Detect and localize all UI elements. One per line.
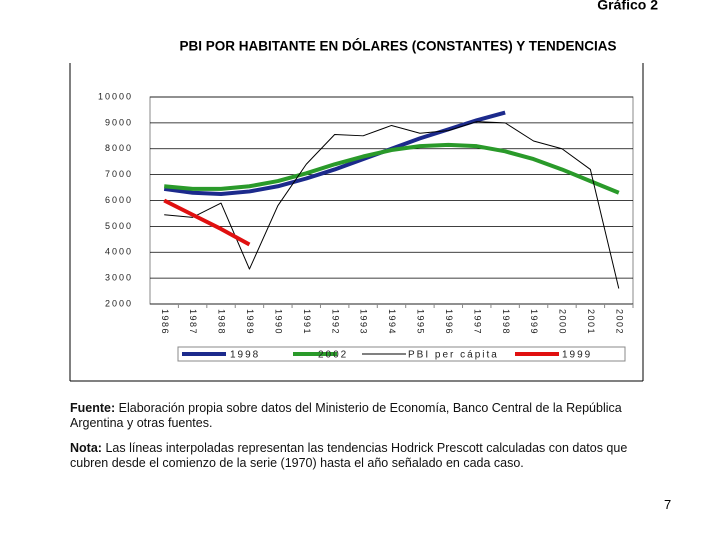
x-tick-label: 1987 (188, 309, 198, 335)
legend-label: 1998 (230, 350, 260, 361)
source-note: Fuente: Elaboración propia sobre datos d… (70, 401, 630, 431)
x-tick-label: 2001 (586, 309, 596, 335)
page-number: 7 (664, 497, 672, 512)
source-text: Elaboración propia sobre datos del Minis… (70, 401, 622, 430)
y-tick-label: 6000 (105, 195, 133, 205)
series-line (163, 110, 506, 197)
x-tick-label: 1992 (330, 309, 340, 335)
chart-label: Gráfico 2 (597, 0, 658, 13)
note-text: Las líneas interpoladas representan las … (70, 441, 628, 470)
x-tick-label: 2002 (614, 309, 624, 335)
y-tick-label: 10000 (98, 91, 133, 101)
series-line (164, 121, 620, 289)
chart: Gráfico 2 PBI POR HABITANTE EN DÓLARES (… (69, 0, 658, 382)
series-line (163, 198, 251, 247)
x-tick-label: 1997 (472, 309, 482, 335)
x-tick-label: 1994 (387, 309, 397, 335)
legend-label: PBI per cápita (408, 350, 499, 361)
legend-label: 2002 (318, 350, 348, 361)
source-label: Fuente: (70, 401, 116, 415)
y-tick-label: 7000 (105, 169, 133, 179)
x-tick-label: 2000 (558, 309, 568, 335)
x-tick-label: 1991 (302, 309, 312, 335)
note-label: Nota: (70, 441, 102, 455)
legend-label: 1999 (562, 350, 592, 361)
y-tick-label: 8000 (105, 143, 133, 153)
x-tick-label: 1999 (529, 309, 539, 335)
x-tick-label: 1990 (273, 309, 283, 335)
y-tick-label: 4000 (105, 247, 133, 257)
x-tick-label: 1989 (245, 309, 255, 335)
chart-title: PBI POR HABITANTE EN DÓLARES (CONSTANTES… (179, 39, 616, 54)
y-tick-label: 9000 (105, 117, 133, 127)
y-tick-label: 2000 (105, 298, 133, 308)
series-line (164, 142, 620, 195)
x-tick-label: 1996 (444, 309, 454, 335)
x-tick-label: 1993 (359, 309, 369, 335)
x-tick-label: 1998 (501, 309, 511, 335)
x-tick-label: 1995 (416, 309, 426, 335)
legend-box (177, 346, 626, 362)
y-tick-label: 3000 (105, 273, 133, 283)
y-tick-label: 5000 (105, 221, 133, 231)
x-tick-label: 1986 (160, 309, 170, 335)
method-note: Nota: Las líneas interpoladas representa… (70, 441, 630, 471)
x-tick-label: 1988 (217, 309, 227, 335)
